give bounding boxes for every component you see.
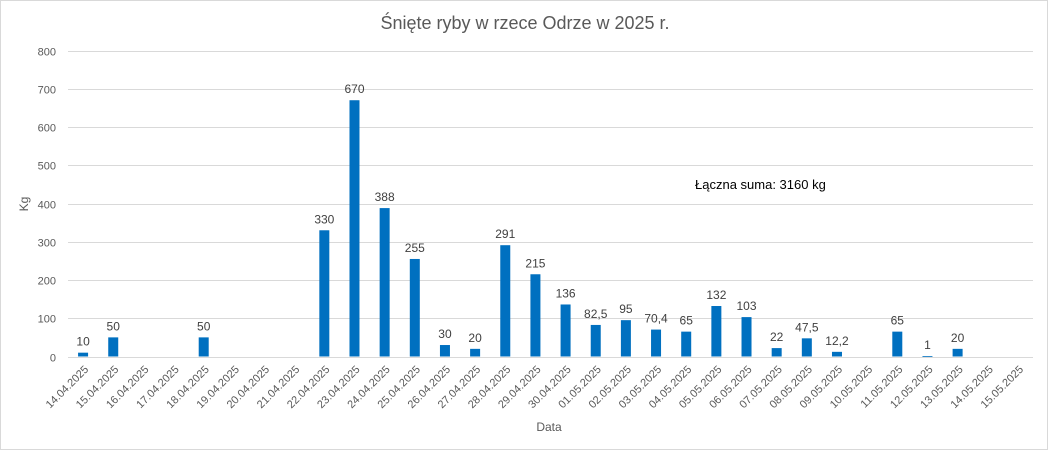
- y-tick-label: 600: [38, 123, 56, 135]
- data-label: 215: [525, 256, 545, 270]
- y-tick-label: 500: [38, 161, 56, 173]
- data-label: 388: [375, 190, 395, 204]
- data-label: 50: [107, 319, 121, 333]
- bar: [831, 351, 842, 357]
- data-label: 22: [770, 330, 784, 344]
- bar: [801, 338, 812, 357]
- data-label: 670: [344, 82, 364, 96]
- bar: [681, 331, 692, 357]
- gridlines: [68, 51, 1033, 358]
- data-label: 291: [495, 227, 515, 241]
- data-label: 10: [76, 335, 90, 349]
- bar: [590, 324, 601, 357]
- data-label: 103: [737, 299, 757, 313]
- data-label: 65: [891, 314, 905, 328]
- bar: [349, 100, 360, 357]
- bar: [771, 348, 782, 357]
- bar: [409, 258, 420, 357]
- y-tick-label: 700: [38, 85, 56, 97]
- data-label: 12,2: [825, 334, 849, 348]
- data-labels: 10 50 50 330 670 388 255 30 20 291 215 136 82,5 95 70,…: [76, 82, 964, 352]
- y-tick-label: 400: [38, 200, 56, 212]
- bar: [560, 304, 571, 357]
- bar: [651, 329, 662, 357]
- y-tick-label: 300: [38, 238, 56, 250]
- bar: [892, 331, 903, 357]
- bar: [108, 337, 119, 357]
- data-label: 255: [405, 241, 425, 255]
- data-label: 65: [680, 314, 694, 328]
- bar: [741, 317, 752, 357]
- bar: [530, 274, 541, 357]
- chart-title: Śnięte ryby w rzece Odrze w 2025 r.: [380, 12, 669, 33]
- y-axis-title: Kg: [17, 197, 31, 212]
- bar: [198, 337, 209, 357]
- data-label: 30: [438, 327, 452, 341]
- y-tick-label: 800: [38, 47, 56, 59]
- bar: [500, 245, 511, 357]
- data-label: 47,5: [795, 320, 819, 334]
- bar: [470, 348, 481, 357]
- data-label: 20: [468, 331, 482, 345]
- bar: [620, 320, 631, 357]
- total-sum-annotation: Łączna suma: 3160 kg: [695, 177, 826, 192]
- y-tick-label: 100: [38, 314, 56, 326]
- bar: [78, 352, 89, 357]
- data-label: 1: [924, 338, 931, 352]
- y-axis-tick-labels: 0 100 200 300 400 500 600 700 800: [38, 47, 56, 365]
- bar: [922, 356, 933, 357]
- data-label: 136: [556, 286, 576, 300]
- data-label: 95: [619, 302, 633, 316]
- bars: [78, 100, 963, 357]
- bar: [319, 230, 330, 357]
- data-label: 330: [314, 212, 334, 226]
- data-label: 70,4: [644, 312, 668, 326]
- data-label: 82,5: [584, 307, 608, 321]
- y-tick-label: 0: [50, 353, 56, 365]
- bar: [439, 345, 450, 357]
- bar: [952, 348, 963, 357]
- y-tick-label: 200: [38, 276, 56, 288]
- data-label: 132: [706, 288, 726, 302]
- data-label: 20: [951, 331, 965, 345]
- bar: [379, 208, 390, 357]
- x-axis-title: Data: [536, 420, 562, 434]
- x-axis-tick-labels: 14.04.202515.04.202516.04.202517.04.2025…: [44, 364, 1026, 411]
- bar: [711, 306, 722, 357]
- data-label: 50: [197, 319, 211, 333]
